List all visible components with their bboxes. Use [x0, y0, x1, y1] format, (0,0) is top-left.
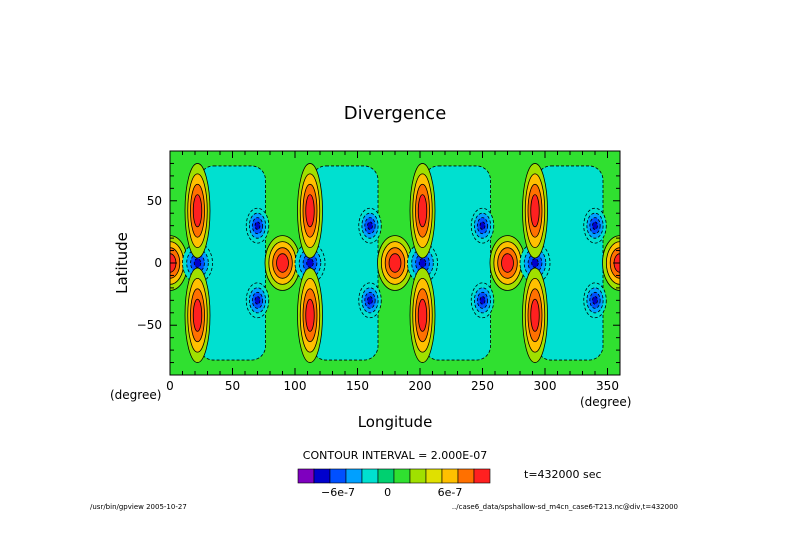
contour-ring [531, 258, 539, 268]
contour-feature-midlat-min-s-4 [583, 282, 607, 319]
contour-ring [276, 253, 289, 273]
time-text: t=432000 sec [524, 468, 602, 481]
contour-ring [305, 298, 315, 332]
colorbar-tick-label: −6e-7 [321, 486, 355, 499]
chart-title: Divergence [344, 103, 447, 124]
colorbar-swatch [297, 468, 315, 484]
footer-left: /usr/bin/gpview 2005-10-27 [90, 503, 187, 511]
contour-ring [367, 221, 373, 230]
colorbar-swatch [425, 468, 443, 484]
contour-feature-equatorial-min-3 [407, 242, 438, 284]
contour-ring [530, 194, 540, 228]
x-tick-label: 0 [166, 379, 174, 393]
y-tick-label: −50 [137, 318, 162, 332]
colorbar [297, 468, 491, 484]
contour-feature-equatorial-max-4 [489, 235, 526, 291]
x-tick-label: 300 [534, 379, 557, 393]
colorbar-swatch [441, 468, 459, 484]
contour-ring [305, 194, 315, 228]
contour-feature-midlat-max-n-1 [184, 163, 211, 259]
contour-feature-midlat-max-n-3 [409, 163, 436, 259]
colorbar-swatch [409, 468, 427, 484]
x-tick-label: 50 [225, 379, 240, 393]
contour-ring [479, 296, 486, 305]
contour-ring [592, 296, 598, 305]
contour-ring [530, 298, 540, 332]
contour-ring [193, 258, 202, 268]
x-tick-label: 100 [284, 379, 307, 393]
x-unit-right: (degree) [580, 395, 631, 409]
contour-feature-midlat-min-n-1 [245, 207, 270, 244]
contour-feature-midlat-min-n-3 [470, 207, 495, 244]
y-axis-ticks: 50 0 −50 [137, 150, 620, 376]
contour-feature-midlat-min-s-2 [358, 282, 382, 319]
x-unit-left: (degree) [110, 388, 161, 402]
x-tick-label: 150 [346, 379, 369, 393]
contour-ring [192, 194, 203, 228]
contour-ring [418, 258, 427, 268]
contour-ring [192, 298, 203, 332]
contour-ring [417, 298, 428, 332]
contour-feature-midlat-min-s-3 [470, 282, 495, 319]
x-axis-ticks: 0 50 100 150 200 250 300 350 [166, 151, 621, 393]
footer-right: ../case6_data/spshallow-sd_m4cn_case6-T2… [452, 503, 678, 511]
y-tick-label: 50 [147, 194, 162, 208]
colorbar-swatch [313, 468, 331, 484]
contour-ring [501, 253, 514, 273]
colorbar-swatch [329, 468, 347, 484]
colorbar-tick-labels: −6e-7 0 6e-7 [321, 486, 462, 499]
colorbar-swatch [393, 468, 411, 484]
contour-feature-equatorial-min-4 [519, 242, 551, 284]
x-tick-label: 350 [596, 379, 619, 393]
x-axis-label: Longitude [358, 413, 433, 431]
contour-ring [479, 221, 486, 230]
colorbar-swatch [345, 468, 363, 484]
contour-ring [367, 296, 373, 305]
colorbar-swatch [377, 468, 395, 484]
contour-ring [388, 253, 402, 273]
contour-feature-equatorial-max-3 [377, 235, 413, 291]
contour-ring [592, 221, 598, 230]
y-axis-label: Latitude [113, 232, 131, 294]
contour-feature-midlat-max-s-3 [409, 267, 436, 363]
contour-feature-midlat-min-s-1 [245, 282, 270, 319]
contour-ring [306, 258, 314, 268]
x-tick-label: 250 [471, 379, 494, 393]
contour-ring [417, 194, 428, 228]
contour-feature-midlat-max-s-1 [184, 267, 211, 363]
colorbar-tick-label: 0 [384, 486, 391, 499]
colorbar-swatch [457, 468, 475, 484]
contour-feature-midlat-min-n-2 [358, 207, 382, 244]
contour-feature-equatorial-max-2 [264, 235, 301, 291]
contour-feature-midlat-max-s-2 [297, 267, 323, 363]
contour-feature-equatorial-min-1 [182, 242, 213, 284]
contour-feature-midlat-min-n-4 [583, 207, 607, 244]
contour-ring [254, 221, 261, 230]
contour-feature-equatorial-min-2 [294, 242, 326, 284]
contour-ring [254, 296, 261, 305]
contour-feature-midlat-max-s-4 [522, 267, 548, 363]
contour-feature-midlat-max-n-4 [522, 163, 548, 259]
contour-interval-text: CONTOUR INTERVAL = 2.000E-07 [303, 449, 487, 462]
colorbar-swatch [473, 468, 491, 484]
colorbar-tick-label: 6e-7 [438, 486, 463, 499]
contour-feature-midlat-max-n-2 [297, 163, 323, 259]
x-tick-label: 200 [409, 379, 432, 393]
colorbar-swatch [361, 468, 379, 484]
contour-field [170, 163, 620, 363]
y-tick-label: 0 [154, 256, 162, 270]
